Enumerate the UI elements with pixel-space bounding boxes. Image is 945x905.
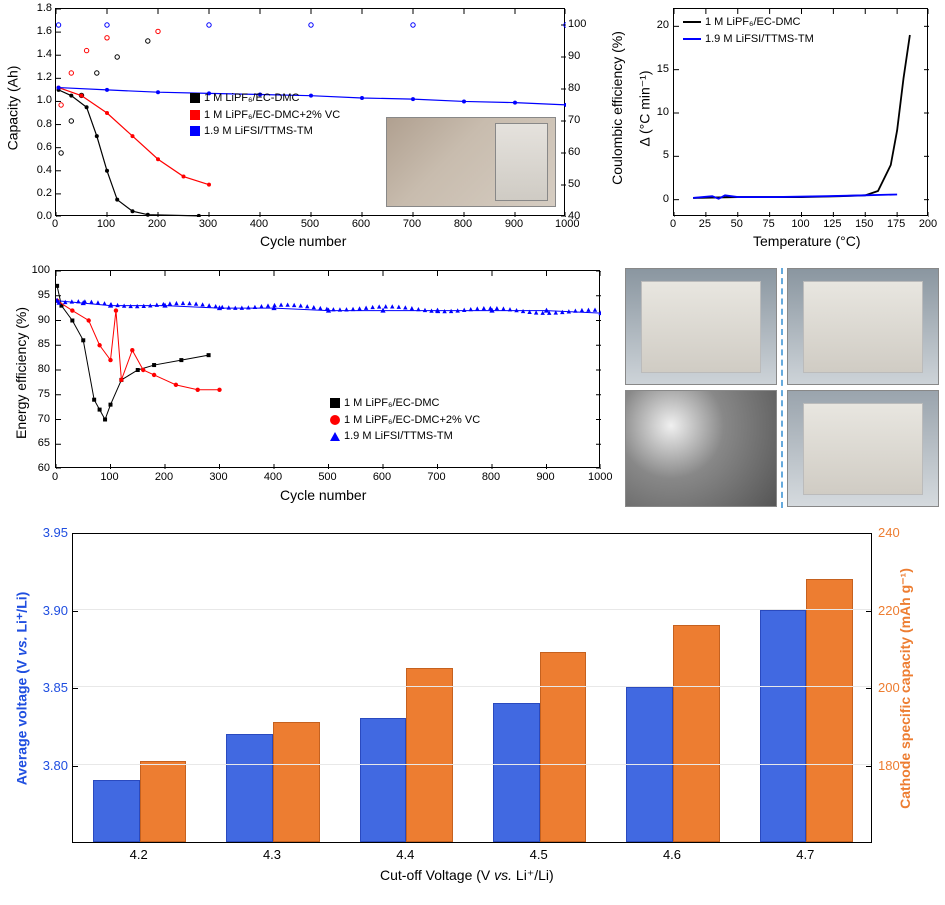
axis-c-y: Energy efficiency (%) — [13, 307, 29, 439]
panel-e: Average voltage (V vs. Li⁺/Li) Cathode s… — [0, 525, 945, 900]
inset-pouch-photo — [386, 117, 556, 207]
panel-c: Energy efficiency (%) Cycle number 1 M L… — [0, 265, 620, 515]
legend-a-0: 1 M LiPF₆/EC-DMC — [204, 90, 300, 107]
axis-e-x: Cut-off Voltage (V vs. Li⁺/Li) — [380, 867, 554, 884]
bar-voltage-4.6 — [626, 687, 673, 842]
bar-voltage-4.3 — [226, 734, 273, 843]
axis-a-y-left: Capacity (Ah) — [4, 66, 20, 151]
legend-b-1: 1.9 M LiFSI/TTMS-TM — [705, 31, 814, 48]
legend-b: 1 M LiPF₆/EC-DMC 1.9 M LiFSI/TTMS-TM — [683, 14, 814, 47]
legend-c: 1 M LiPF₆/EC-DMC 1 M LiPF₆/EC-DMC+2% VC … — [330, 395, 480, 445]
photo-grid — [625, 268, 940, 508]
bar-capacity-4.5 — [540, 652, 587, 842]
legend-a-2: 1.9 M LiFSI/TTMS-TM — [204, 123, 313, 140]
bar-capacity-4.7 — [806, 579, 853, 843]
photo-2 — [787, 268, 939, 385]
legend-b-0: 1 M LiPF₆/EC-DMC — [705, 14, 801, 31]
bar-capacity-4.4 — [406, 668, 453, 842]
divider — [781, 268, 783, 508]
axis-a-x: Cycle number — [260, 233, 346, 249]
photo-3 — [625, 390, 777, 507]
panel-d — [625, 268, 940, 508]
bar-capacity-4.2 — [140, 761, 187, 842]
chart-c-svg — [56, 271, 601, 469]
axis-c-x: Cycle number — [280, 487, 366, 503]
axis-b-x: Temperature (°C) — [753, 233, 861, 249]
legend-a: 1 M LiPF₆/EC-DMC 1 M LiPF₆/EC-DMC+2% VC … — [190, 90, 340, 140]
axis-e-y-left: Average voltage (V vs. Li⁺/Li) — [13, 592, 30, 786]
bar-voltage-4.2 — [93, 780, 140, 842]
chart-e-bars — [73, 534, 871, 842]
axis-a-y-right: Coulombic efficiency (%) — [609, 31, 625, 185]
bar-voltage-4.5 — [493, 703, 540, 843]
legend-c-0: 1 M LiPF₆/EC-DMC — [344, 395, 440, 412]
chart-e-box — [72, 533, 872, 843]
legend-c-2: 1.9 M LiFSI/TTMS-TM — [344, 428, 453, 445]
panel-b: Δ (°C min⁻¹) Temperature (°C) 1 M LiPF₆/… — [625, 0, 940, 260]
legend-c-1: 1 M LiPF₆/EC-DMC+2% VC — [344, 412, 480, 429]
photo-1 — [625, 268, 777, 385]
chart-c-box — [55, 270, 600, 468]
bar-voltage-4.4 — [360, 718, 407, 842]
bar-voltage-4.7 — [760, 610, 807, 843]
legend-a-1: 1 M LiPF₆/EC-DMC+2% VC — [204, 107, 340, 124]
photo-4 — [787, 390, 939, 507]
axis-b-y: Δ (°C min⁻¹) — [637, 70, 654, 146]
bar-capacity-4.3 — [273, 722, 320, 842]
panel-a: Capacity (Ah) Coulombic efficiency (%) C… — [0, 0, 620, 260]
bar-capacity-4.6 — [673, 625, 720, 842]
